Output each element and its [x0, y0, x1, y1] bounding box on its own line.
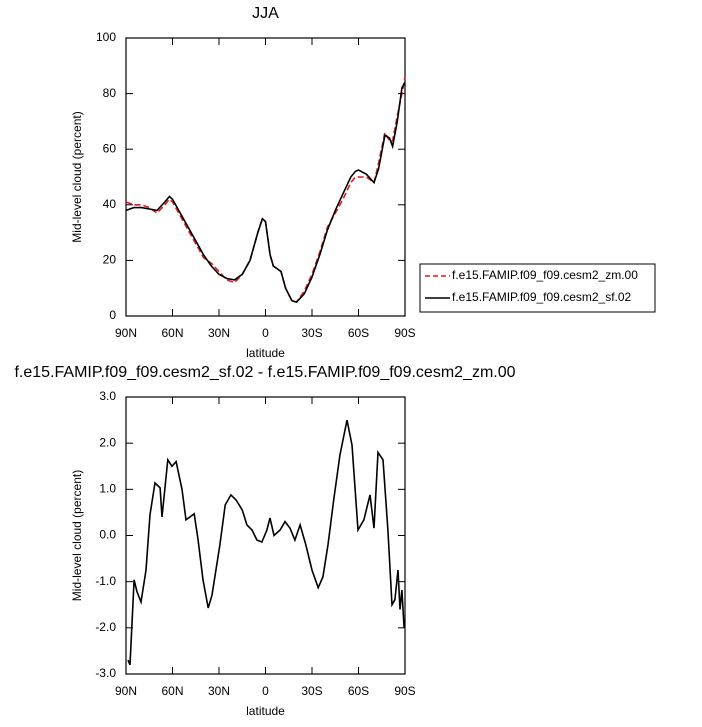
series-line — [125, 82, 406, 304]
x-tick-label: 30N — [208, 684, 230, 698]
y-tick-label: 1.0 — [99, 482, 116, 496]
x-tick-label: 0 — [262, 326, 269, 340]
x-tick-label: 30S — [301, 326, 322, 340]
legend-box — [419, 263, 656, 313]
x-tick-label: 90S — [394, 326, 415, 340]
y-axis-label: Mid-level cloud (percent) — [70, 111, 84, 242]
chart-title: JJA — [252, 5, 279, 22]
y-tick-label: 20 — [103, 253, 117, 267]
y-axis-label: Mid-level cloud (percent) — [70, 470, 84, 601]
series-line — [125, 76, 406, 304]
y-tick-label: 2.0 — [99, 435, 116, 449]
x-tick-label: 60N — [161, 326, 183, 340]
x-tick-label: 0 — [262, 684, 269, 698]
plot-frame — [125, 396, 406, 675]
legend-label: f.e15.FAMIP.f09_f09.cesm2_sf.02 — [452, 290, 632, 304]
y-tick-label: 100 — [96, 30, 116, 44]
x-tick-label: 30N — [208, 326, 230, 340]
y-tick-label: 60 — [103, 141, 117, 155]
y-tick-label: -3.0 — [95, 666, 116, 680]
x-tick-label: 30S — [301, 684, 322, 698]
y-tick-label: 0.0 — [99, 528, 116, 542]
chart-title: f.e15.FAMIP.f09_f09.cesm2_sf.02 - f.e15.… — [14, 364, 515, 381]
y-tick-label: 3.0 — [99, 389, 116, 403]
x-tick-label: 90S — [394, 684, 415, 698]
x-tick-label: 60S — [348, 326, 369, 340]
y-tick-label: 80 — [103, 86, 117, 100]
difference-line — [127, 419, 405, 666]
x-tick-label: 60S — [348, 684, 369, 698]
y-tick-label: 40 — [103, 197, 117, 211]
x-tick-label: 90N — [115, 326, 137, 340]
y-tick-label: 0 — [109, 308, 116, 322]
x-tick-label: 60N — [161, 684, 183, 698]
x-tick-label: 90N — [115, 684, 137, 698]
x-axis-label: latitude — [246, 346, 285, 360]
x-axis-label: latitude — [246, 704, 285, 718]
y-tick-label: -2.0 — [95, 620, 116, 634]
legend-label: f.e15.FAMIP.f09_f09.cesm2_zm.00 — [452, 268, 638, 282]
y-tick-label: -1.0 — [95, 574, 116, 588]
